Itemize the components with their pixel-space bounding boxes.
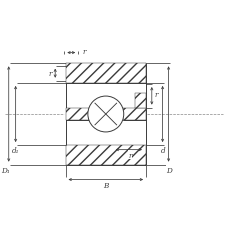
Text: d: d <box>161 147 165 154</box>
Polygon shape <box>65 145 145 165</box>
Text: d₁: d₁ <box>12 147 19 154</box>
Text: D: D <box>166 166 172 174</box>
Circle shape <box>87 97 123 132</box>
Text: r: r <box>49 70 52 78</box>
Polygon shape <box>65 108 89 121</box>
Text: B: B <box>103 181 108 189</box>
Text: r: r <box>128 151 131 159</box>
Text: r: r <box>82 48 86 56</box>
Polygon shape <box>122 108 145 121</box>
Polygon shape <box>134 94 145 108</box>
Text: D₁: D₁ <box>1 166 10 174</box>
Polygon shape <box>65 64 145 84</box>
Text: r: r <box>154 91 158 98</box>
